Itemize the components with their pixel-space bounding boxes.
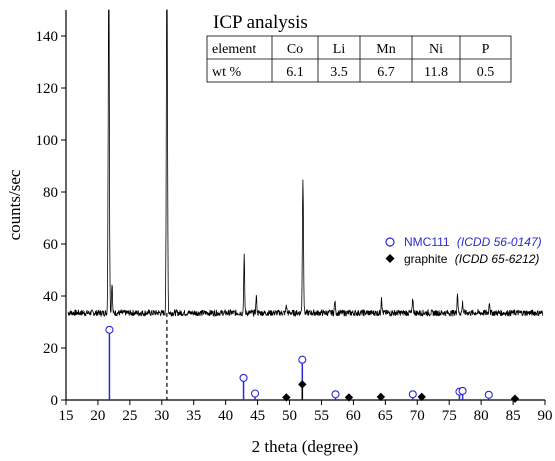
reference-series — [105, 325, 520, 403]
y-tick-label: 40 — [43, 289, 58, 305]
plot-axes — [65, 10, 545, 401]
legend-nmc111-name: NMC111 — [404, 235, 450, 249]
svg-text:NMC111 (ICDD 56-0147): NMC111 (ICDD 56-0147) — [404, 235, 542, 249]
x-ticks: 15 20 25 30 35 40 45 50 55 60 65 70 75 80 85 90 — [59, 400, 553, 424]
graphite-point — [344, 393, 354, 402]
x-tick-label: 25 — [122, 408, 137, 424]
legend-nmc111-code: (ICDD 56-0147) — [457, 235, 542, 249]
x-tick-label: 15 — [59, 408, 74, 424]
nmc111-point — [458, 386, 467, 395]
x-tick-label: 85 — [506, 408, 521, 424]
x-tick-label: 50 — [282, 408, 297, 424]
nmc111-point — [239, 373, 248, 382]
x-tick-label: 30 — [154, 408, 169, 424]
icp-value-cell: 0.5 — [477, 65, 495, 80]
icp-inset: ICP analysis element wt % Co 6.1 Li 3.5 Mn 6.7 N… — [206, 12, 512, 83]
nmc111-point — [484, 390, 493, 399]
legend-graphite-code: (ICDD 65-6212) — [455, 252, 540, 266]
icp-header-cell: Mn — [376, 42, 395, 57]
y-tick-label: 100 — [36, 133, 59, 149]
x-tick-label: 75 — [442, 408, 457, 424]
legend-entry-nmc111: NMC111 (ICDD 56-0147) — [385, 235, 542, 249]
x-tick-label: 55 — [314, 408, 329, 424]
x-tick-label: 40 — [218, 408, 233, 424]
graphite-point — [376, 392, 386, 402]
graphite-point — [298, 380, 307, 389]
x-tick-label: 90 — [538, 408, 553, 424]
y-tick-label: 120 — [36, 81, 59, 97]
graphite-point — [417, 392, 426, 402]
x-tick-label: 80 — [474, 408, 489, 424]
legend-graphite-marker — [385, 254, 395, 263]
nmc111-point — [105, 325, 114, 334]
icp-header-cell: Li — [333, 42, 346, 57]
icp-title: ICP analysis — [213, 12, 308, 33]
legend-entry-graphite: graphite (ICDD 65-6212) — [385, 252, 539, 266]
y-ticks: 0 20 40 60 80 100 120 140 — [36, 29, 66, 409]
x-tick-label: 70 — [410, 408, 425, 424]
legend-nmc111-marker — [385, 237, 395, 247]
legend: NMC111 (ICDD 56-0147) graphite (ICDD 65-… — [385, 235, 542, 266]
icp-value-cell: 6.1 — [286, 65, 304, 80]
icp-value-cell: wt % — [212, 65, 242, 80]
y-tick-label: 60 — [43, 237, 58, 253]
nmc111-point — [298, 355, 307, 364]
icp-value-cell: 3.5 — [330, 65, 348, 80]
x-tick-label: 45 — [250, 408, 265, 424]
y-tick-label: 140 — [36, 29, 59, 45]
icp-value-cell: 6.7 — [377, 65, 395, 80]
graphite-point — [282, 393, 291, 402]
legend-graphite-name: graphite — [404, 252, 448, 266]
xrd-pattern-line — [67, 9, 544, 318]
x-axis-title: 2 theta (degree) — [252, 437, 359, 456]
nmc111-point — [331, 390, 340, 399]
x-tick-label: 35 — [186, 408, 201, 424]
svg-text:graphite (ICDD 65-6212: graphite (ICDD 65-6212) — [404, 252, 539, 266]
nmc111-point — [250, 389, 260, 398]
icp-table-columns: element wt % Co 6.1 Li 3.5 Mn 6.7 Ni 11.8 P 0.5 — [212, 36, 494, 82]
icp-header-cell: P — [482, 42, 490, 57]
y-tick-label: 0 — [51, 393, 59, 409]
x-tick-label: 20 — [90, 408, 105, 424]
icp-header-cell: element — [212, 42, 256, 57]
icp-header-cell: Co — [287, 42, 303, 57]
x-tick-label: 60 — [346, 408, 361, 424]
x-tick-label: 65 — [378, 408, 393, 424]
icp-header-cell: Ni — [429, 42, 443, 57]
graphite-point — [510, 394, 520, 403]
icp-value-cell: 11.8 — [424, 65, 448, 80]
y-tick-label: 20 — [43, 341, 58, 357]
y-tick-label: 80 — [43, 185, 58, 201]
y-axis-title: counts/sec — [5, 169, 24, 240]
nmc111-point — [408, 390, 417, 399]
